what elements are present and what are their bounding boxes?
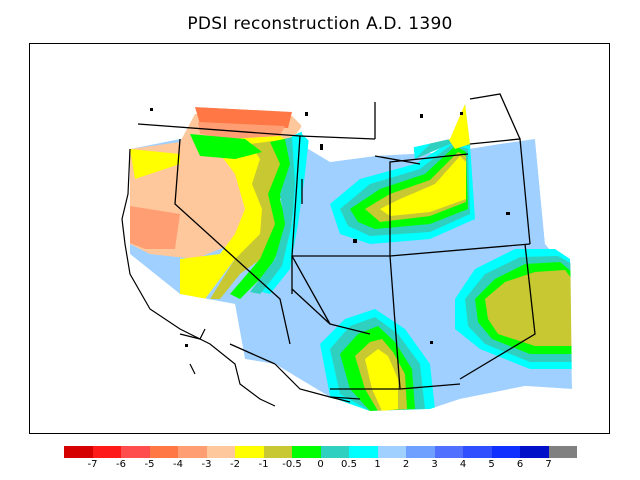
- colorbar-swatch: [520, 446, 549, 458]
- colorbar-tick-label: -1: [258, 459, 269, 470]
- colorbar-tick-label: 2: [402, 459, 410, 470]
- coastline: [121, 148, 351, 407]
- region-w-teal: [250, 134, 302, 294]
- colorbar-swatch: [548, 446, 577, 458]
- colorbar-swatch: [292, 446, 321, 458]
- region-e-olive: [485, 270, 572, 346]
- region-nw-salmon: [118, 204, 180, 249]
- colorbar-swatch: [320, 446, 349, 458]
- colorbar-tick-label: 0: [317, 459, 324, 470]
- colorbar: [64, 446, 577, 458]
- region-w-yellow: [130, 149, 180, 179]
- colorbar-swatch: [235, 446, 264, 458]
- region-nw-top-salmon: [198, 122, 285, 139]
- colorbar-swatch: [206, 446, 235, 458]
- colorbar-swatch: [463, 446, 492, 458]
- colorbar-swatch: [406, 446, 435, 458]
- colorbar-ticks: -7 -6 -5 -4 -3 -2 -1 -0.5 0 0.5 1 2 3 4 5 6 7: [64, 459, 577, 475]
- colorbar-tick-label: -2: [230, 459, 240, 470]
- colorbar-tick-label: 6: [516, 459, 524, 470]
- colorbar-swatch: [92, 446, 121, 458]
- colorbar-swatch: [434, 446, 463, 458]
- region-w-green: [230, 136, 298, 299]
- colorbar-tick-label: -6: [116, 459, 126, 470]
- region-w-green-top: [190, 134, 262, 159]
- colorbar-tick-label: 1: [374, 459, 381, 470]
- colorbar-swatch: [121, 446, 150, 458]
- mask-ocean-west: [30, 44, 609, 433]
- colorbar-tick-label: -5: [144, 459, 155, 470]
- colorbar-swatch: [64, 446, 93, 458]
- colorbar-tick-label: 3: [431, 459, 438, 470]
- region-w-olive: [210, 139, 288, 299]
- colorbar-tick-label: 7: [545, 459, 552, 470]
- lakes: [150, 108, 510, 347]
- colorbar-tick-label: -4: [173, 459, 183, 470]
- colorbar-swatch: [178, 446, 207, 458]
- colorbar-swatch: [349, 446, 378, 458]
- colorbar-tick-label: -3: [201, 459, 212, 470]
- colorbar-tick-label: -0.5: [282, 459, 302, 470]
- region-ne-yellow: [380, 156, 466, 216]
- colorbar-swatch: [149, 446, 178, 458]
- colorbar-swatch: [491, 446, 520, 458]
- region-s-yellow: [365, 349, 398, 411]
- colorbar-tick-label: 4: [459, 459, 467, 470]
- colorbar-tick-label: -7: [87, 459, 98, 470]
- colorbar-swatch: [377, 446, 406, 458]
- region-nw-top-red: [195, 107, 292, 128]
- colorbar-tick-label: 5: [488, 459, 495, 470]
- colorbar-tick-label: 0.5: [341, 459, 357, 470]
- map-title: PDSI reconstruction A.D. 1390: [187, 14, 453, 34]
- boundaries: [137, 93, 536, 400]
- pdsi-map: [30, 44, 609, 433]
- colorbar-swatch: [263, 446, 292, 458]
- map-frame: [29, 43, 610, 434]
